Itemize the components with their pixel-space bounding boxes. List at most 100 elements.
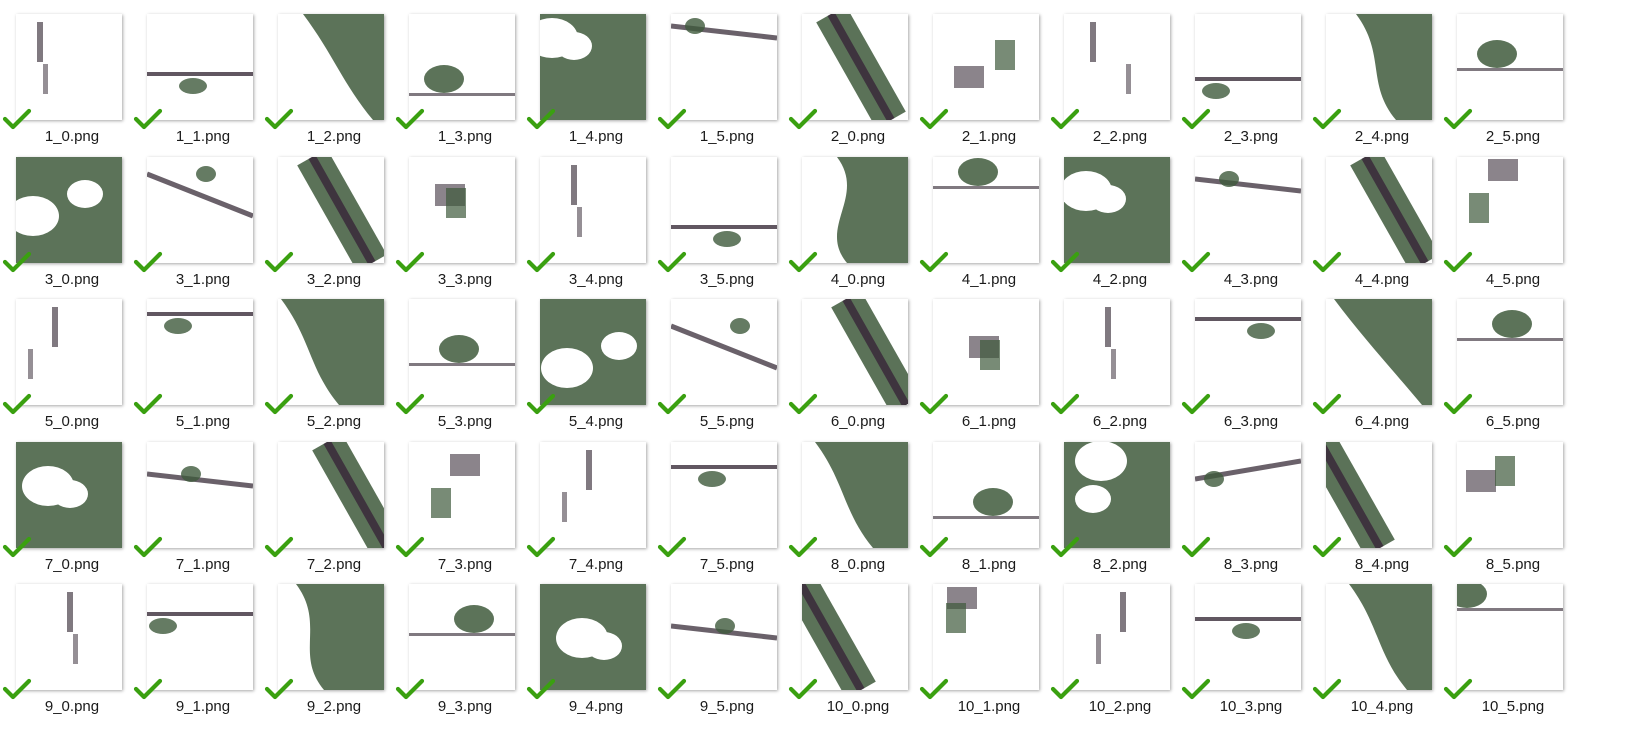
checkmark-icon[interactable]: [919, 251, 949, 273]
file-tile[interactable]: 9_4.png: [526, 584, 646, 724]
file-thumbnail[interactable]: [1457, 156, 1563, 263]
file-tile[interactable]: 4_1.png: [919, 156, 1039, 297]
file-thumbnail[interactable]: [278, 299, 384, 405]
file-tile[interactable]: 8_5.png: [1443, 441, 1563, 582]
file-tile[interactable]: 2_2.png: [1050, 14, 1170, 154]
checkmark-icon[interactable]: [264, 108, 294, 130]
file-thumbnail[interactable]: [1326, 441, 1432, 548]
file-thumbnail[interactable]: [671, 584, 777, 690]
checkmark-icon[interactable]: [526, 678, 556, 700]
checkmark-icon[interactable]: [526, 251, 556, 273]
file-thumbnail[interactable]: [802, 299, 908, 405]
file-thumbnail[interactable]: [1064, 14, 1170, 120]
file-tile[interactable]: 3_4.png: [526, 156, 646, 297]
checkmark-icon[interactable]: [657, 108, 687, 130]
checkmark-icon[interactable]: [133, 251, 163, 273]
file-tile[interactable]: 9_1.png: [133, 584, 253, 724]
checkmark-icon[interactable]: [526, 536, 556, 558]
file-tile[interactable]: 9_3.png: [395, 584, 515, 724]
file-thumbnail[interactable]: [409, 299, 515, 405]
file-tile[interactable]: 7_1.png: [133, 441, 253, 582]
checkmark-icon[interactable]: [1050, 251, 1080, 273]
file-thumbnail[interactable]: [933, 441, 1039, 548]
file-tile[interactable]: 10_0.png: [788, 584, 908, 724]
file-thumbnail[interactable]: [1195, 299, 1301, 405]
checkmark-icon[interactable]: [133, 108, 163, 130]
file-tile[interactable]: 7_2.png: [264, 441, 384, 582]
checkmark-icon[interactable]: [919, 108, 949, 130]
file-thumbnail[interactable]: [278, 584, 384, 690]
checkmark-icon[interactable]: [2, 536, 32, 558]
file-thumbnail[interactable]: [1326, 156, 1432, 263]
checkmark-icon[interactable]: [133, 678, 163, 700]
file-thumbnail[interactable]: [16, 156, 122, 263]
file-tile[interactable]: 10_4.png: [1312, 584, 1432, 724]
file-thumbnail[interactable]: [802, 156, 908, 263]
file-tile[interactable]: 4_3.png: [1181, 156, 1301, 297]
file-tile[interactable]: 1_5.png: [657, 14, 777, 154]
checkmark-icon[interactable]: [919, 678, 949, 700]
file-tile[interactable]: 4_0.png: [788, 156, 908, 297]
file-thumbnail[interactable]: [933, 299, 1039, 405]
file-tile[interactable]: 3_3.png: [395, 156, 515, 297]
file-tile[interactable]: 6_5.png: [1443, 299, 1563, 439]
checkmark-icon[interactable]: [264, 251, 294, 273]
checkmark-icon[interactable]: [788, 108, 818, 130]
checkmark-icon[interactable]: [264, 536, 294, 558]
file-tile[interactable]: 7_5.png: [657, 441, 777, 582]
checkmark-icon[interactable]: [1443, 678, 1473, 700]
file-thumbnail[interactable]: [409, 441, 515, 548]
file-thumbnail[interactable]: [802, 584, 908, 690]
checkmark-icon[interactable]: [1181, 678, 1211, 700]
file-tile[interactable]: 8_0.png: [788, 441, 908, 582]
file-tile[interactable]: 5_1.png: [133, 299, 253, 439]
checkmark-icon[interactable]: [657, 393, 687, 415]
checkmark-icon[interactable]: [1050, 108, 1080, 130]
checkmark-icon[interactable]: [657, 536, 687, 558]
checkmark-icon[interactable]: [1443, 393, 1473, 415]
file-tile[interactable]: 6_0.png: [788, 299, 908, 439]
file-thumbnail[interactable]: [409, 156, 515, 263]
file-thumbnail[interactable]: [540, 584, 646, 690]
file-thumbnail[interactable]: [278, 441, 384, 548]
file-thumbnail[interactable]: [1195, 156, 1301, 263]
file-thumbnail[interactable]: [540, 441, 646, 548]
file-tile[interactable]: 1_1.png: [133, 14, 253, 154]
file-tile[interactable]: 9_2.png: [264, 584, 384, 724]
checkmark-icon[interactable]: [395, 108, 425, 130]
file-tile[interactable]: 3_1.png: [133, 156, 253, 297]
checkmark-icon[interactable]: [788, 393, 818, 415]
file-thumbnail[interactable]: [16, 584, 122, 690]
file-thumbnail[interactable]: [1457, 299, 1563, 405]
file-tile[interactable]: 10_1.png: [919, 584, 1039, 724]
checkmark-icon[interactable]: [1312, 393, 1342, 415]
file-tile[interactable]: 5_2.png: [264, 299, 384, 439]
file-thumbnail[interactable]: [1457, 584, 1563, 690]
file-tile[interactable]: 6_1.png: [919, 299, 1039, 439]
checkmark-icon[interactable]: [657, 251, 687, 273]
checkmark-icon[interactable]: [395, 536, 425, 558]
checkmark-icon[interactable]: [919, 536, 949, 558]
checkmark-icon[interactable]: [788, 536, 818, 558]
checkmark-icon[interactable]: [395, 251, 425, 273]
file-tile[interactable]: 7_0.png: [2, 441, 122, 582]
file-thumbnail[interactable]: [1195, 14, 1301, 120]
file-tile[interactable]: 1_3.png: [395, 14, 515, 154]
file-thumbnail[interactable]: [671, 299, 777, 405]
file-tile[interactable]: 1_4.png: [526, 14, 646, 154]
checkmark-icon[interactable]: [264, 393, 294, 415]
checkmark-icon[interactable]: [2, 108, 32, 130]
checkmark-icon[interactable]: [1312, 678, 1342, 700]
file-thumbnail[interactable]: [671, 441, 777, 548]
file-thumbnail[interactable]: [1195, 584, 1301, 690]
file-thumbnail[interactable]: [802, 441, 908, 548]
checkmark-icon[interactable]: [526, 108, 556, 130]
file-tile[interactable]: 5_0.png: [2, 299, 122, 439]
file-thumbnail[interactable]: [1064, 299, 1170, 405]
file-tile[interactable]: 2_3.png: [1181, 14, 1301, 154]
file-tile[interactable]: 10_3.png: [1181, 584, 1301, 724]
file-tile[interactable]: 8_1.png: [919, 441, 1039, 582]
checkmark-icon[interactable]: [395, 393, 425, 415]
checkmark-icon[interactable]: [1312, 536, 1342, 558]
checkmark-icon[interactable]: [1443, 251, 1473, 273]
